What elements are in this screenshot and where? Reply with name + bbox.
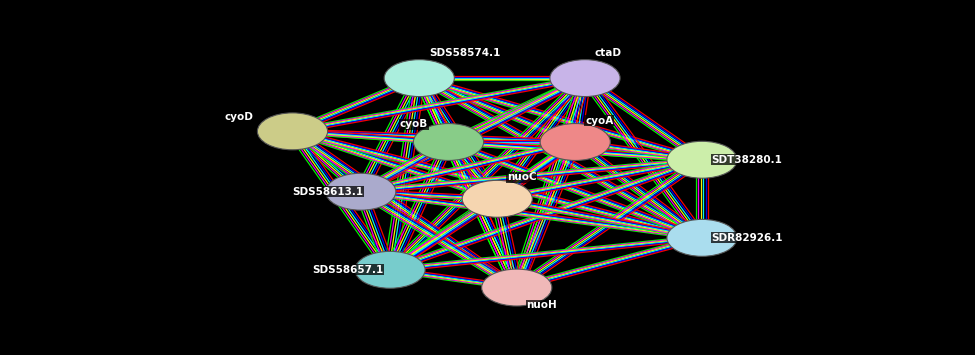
Text: SDS58574.1: SDS58574.1 xyxy=(429,48,500,58)
Ellipse shape xyxy=(384,60,454,97)
Text: ctaD: ctaD xyxy=(595,48,622,58)
Ellipse shape xyxy=(550,60,620,97)
Text: SDT38280.1: SDT38280.1 xyxy=(712,155,783,165)
Ellipse shape xyxy=(462,180,532,217)
Ellipse shape xyxy=(667,219,737,256)
Text: cyoD: cyoD xyxy=(224,112,254,122)
Text: cyoA: cyoA xyxy=(585,116,613,126)
Ellipse shape xyxy=(667,141,737,178)
Ellipse shape xyxy=(326,173,396,210)
Ellipse shape xyxy=(355,251,425,288)
Text: SDR82926.1: SDR82926.1 xyxy=(712,233,783,243)
Text: cyoB: cyoB xyxy=(400,119,428,129)
Text: SDS58613.1: SDS58613.1 xyxy=(292,187,364,197)
Ellipse shape xyxy=(257,113,328,150)
Ellipse shape xyxy=(413,124,484,160)
Text: nuoC: nuoC xyxy=(507,173,536,182)
Ellipse shape xyxy=(482,269,552,306)
Ellipse shape xyxy=(540,124,610,160)
Text: SDS58657.1: SDS58657.1 xyxy=(312,265,383,275)
Text: nuoH: nuoH xyxy=(526,300,558,310)
